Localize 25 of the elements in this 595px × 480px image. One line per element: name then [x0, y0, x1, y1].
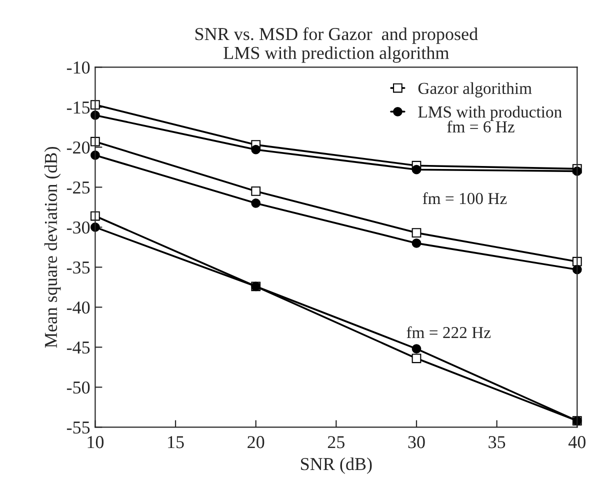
annotation: fm = 6 Hz [447, 120, 514, 132]
y-tick-label: -50 [66, 381, 90, 394]
annotation: fm = 222 Hz [406, 326, 491, 338]
x-axis-title: SNR (dB) [301, 457, 372, 474]
chart-title: SNR vs. MSD for Gazor and proposed LMS with prediction algorithm [195, 27, 478, 63]
y-tick-label: -45 [66, 342, 90, 354]
x-tick-label: 25 [328, 436, 344, 448]
y-tick-label: -20 [66, 141, 90, 154]
y-tick-label: -30 [66, 221, 90, 234]
x-tick-label: 35 [488, 436, 506, 448]
annotation: fm = 100 Hz [422, 192, 507, 204]
legend-label: Gazor algorithim [418, 82, 532, 98]
x-tick-label: 20 [248, 436, 264, 448]
y-tick-label: -25 [66, 182, 90, 194]
y-tick-label: -40 [66, 301, 90, 314]
x-tick-label: 40 [568, 436, 586, 448]
y-tick-label: -10 [66, 61, 90, 74]
x-tick-label: 10 [88, 436, 104, 448]
y-tick-label: -55 [66, 422, 90, 434]
legend-label: LMS with production [418, 106, 562, 122]
y-tick-label: -35 [66, 262, 90, 274]
y-tick-label: -15 [66, 102, 90, 114]
y-axis-title: Mean square deviation (dB) [44, 146, 61, 348]
x-tick-label: 30 [408, 436, 425, 448]
x-tick-label: 15 [168, 436, 184, 448]
